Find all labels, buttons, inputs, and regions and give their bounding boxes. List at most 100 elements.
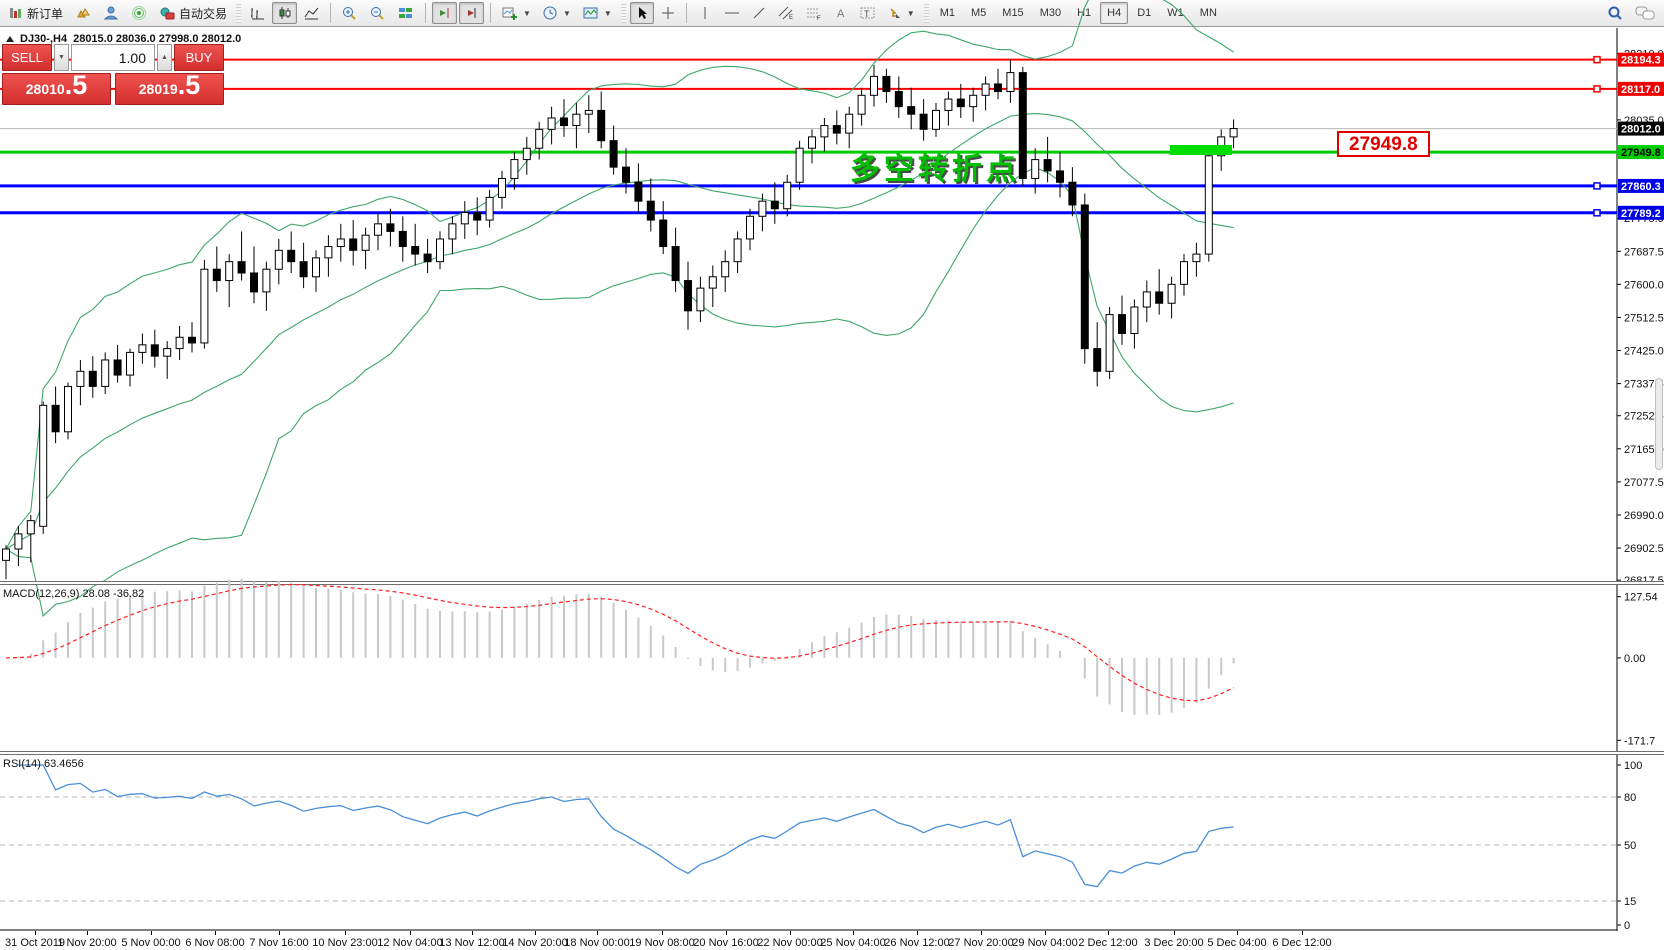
main-chart-pane[interactable]: 28210.028035.027775.027687.527600.027512… <box>0 0 1664 617</box>
candle-body[interactable] <box>894 91 903 108</box>
candle-body[interactable] <box>175 336 184 350</box>
candle-body[interactable] <box>981 83 990 96</box>
candle-body[interactable] <box>969 94 978 108</box>
timeframe-m1[interactable]: M1 <box>939 7 955 19</box>
candle-body[interactable] <box>758 200 767 217</box>
indicators-button[interactable]: ▼ <box>497 2 536 24</box>
sell-price-button[interactable]: 28010 .5 <box>2 72 111 105</box>
candle-body[interactable] <box>609 140 618 168</box>
sell-button[interactable]: SELL <box>2 44 52 71</box>
volume-down-button[interactable]: ▼ <box>54 44 69 71</box>
candle-body[interactable] <box>795 147 804 183</box>
timeframe-d1[interactable]: D1 <box>1137 7 1152 19</box>
candle-body[interactable] <box>386 223 395 232</box>
candle-body[interactable] <box>150 344 159 357</box>
candle-body[interactable] <box>634 181 643 202</box>
candle-body[interactable] <box>1204 155 1213 255</box>
candle-body[interactable] <box>324 246 333 259</box>
candle-body[interactable] <box>808 136 816 149</box>
text-button[interactable]: A <box>829 2 853 24</box>
candle-body[interactable] <box>820 125 829 138</box>
auto-scroll-button[interactable] <box>459 2 485 24</box>
candle-body[interactable] <box>225 261 234 282</box>
timeframe-m15[interactable]: M15 <box>1002 7 1024 19</box>
candle-body[interactable] <box>870 75 878 96</box>
candle-body[interactable] <box>1155 291 1164 304</box>
line-chart-button[interactable] <box>299 2 324 24</box>
candle-body[interactable] <box>1018 72 1027 179</box>
candle-body[interactable] <box>1068 181 1077 206</box>
candle-body[interactable] <box>646 200 655 221</box>
new-order-button[interactable]: 新订单 <box>4 2 68 24</box>
candle-body[interactable] <box>584 109 593 115</box>
buy-price-button[interactable]: 28019 .5 <box>115 72 224 105</box>
candle-body[interactable] <box>994 83 1002 93</box>
hline-handle[interactable] <box>1593 209 1601 217</box>
candle-body[interactable] <box>411 246 420 255</box>
tile-windows-button[interactable] <box>393 2 419 24</box>
hline-handle[interactable] <box>1593 85 1601 93</box>
candle-body[interactable] <box>460 212 469 225</box>
timeframe-w1[interactable]: W1 <box>1167 7 1184 19</box>
candle-body[interactable] <box>64 385 72 433</box>
candle-body[interactable] <box>436 238 444 263</box>
volume-up-button[interactable]: ▲ <box>157 44 172 71</box>
candle-body[interactable] <box>361 234 370 251</box>
candle-body[interactable] <box>262 268 271 293</box>
contacts-button[interactable] <box>98 2 124 24</box>
candle-body[interactable] <box>448 223 457 240</box>
candle-body[interactable] <box>312 257 320 278</box>
hline-handle[interactable] <box>1593 55 1601 64</box>
candle-body[interactable] <box>1229 128 1238 138</box>
time-axis[interactable]: 31 Oct 2019 1 Nov 20:00 5 Nov 00:00 6 Nov 0… <box>0 931 1664 950</box>
candle-body[interactable] <box>1167 283 1176 304</box>
candle-body[interactable] <box>212 268 221 282</box>
candle-body[interactable] <box>51 404 60 433</box>
candle-body[interactable] <box>14 533 23 550</box>
candle-body[interactable] <box>237 261 246 274</box>
gold-button[interactable] <box>70 2 96 24</box>
candle-body[interactable] <box>622 166 630 183</box>
candle-body[interactable] <box>597 109 606 142</box>
timeframe-mn[interactable]: MN <box>1199 7 1217 19</box>
candle-body[interactable] <box>1031 159 1040 179</box>
vertical-scrollbar-thumb[interactable] <box>1655 378 1663 470</box>
timeframe-h4[interactable]: H4 <box>1100 2 1129 24</box>
periods-button[interactable]: ▼ <box>538 2 576 24</box>
buy-button[interactable]: BUY <box>174 44 224 71</box>
fibonacci-button[interactable]: F <box>801 2 827 24</box>
candle-body[interactable] <box>832 125 841 134</box>
candle-body[interactable] <box>659 219 668 248</box>
candle-body[interactable] <box>423 253 432 263</box>
candle-body[interactable] <box>1180 261 1188 285</box>
candle-body[interactable] <box>1192 253 1201 263</box>
candle-body[interactable] <box>1093 348 1102 372</box>
candle-body[interactable] <box>1130 306 1139 334</box>
candle-body[interactable] <box>1080 204 1089 350</box>
arrows-button[interactable]: ▼ <box>883 2 920 24</box>
timeframe-m5[interactable]: M5 <box>971 7 987 19</box>
vertical-line-button[interactable] <box>693 2 717 24</box>
text-label-button[interactable]: T <box>855 2 881 24</box>
macd-pane[interactable]: 127.54 0.00 -171.7 MACD(12,26,9) 28.08 -36.… <box>0 578 1664 751</box>
pane-divider[interactable] <box>0 751 1664 755</box>
candle-body[interactable] <box>783 181 792 210</box>
chat-button[interactable] <box>1630 2 1660 24</box>
candle-body[interactable] <box>138 344 147 353</box>
candle-body[interactable] <box>1056 170 1064 183</box>
candle-body[interactable] <box>770 200 779 210</box>
candle-body[interactable] <box>26 520 35 535</box>
search-button[interactable] <box>1602 2 1628 24</box>
trendline-button[interactable] <box>747 2 771 24</box>
candle-body[interactable] <box>250 272 258 293</box>
candle-body[interactable] <box>560 117 568 127</box>
candle-body[interactable] <box>188 336 196 344</box>
zoom-out-button[interactable] <box>365 2 391 24</box>
candle-body[interactable] <box>274 249 283 270</box>
equidistant-channel-button[interactable]: E <box>773 2 799 24</box>
volume-input[interactable]: 1.00 <box>71 44 155 71</box>
candlestick-chart-button[interactable] <box>272 2 298 24</box>
horizontal-line-button[interactable] <box>719 2 745 24</box>
candle-body[interactable] <box>126 351 134 376</box>
